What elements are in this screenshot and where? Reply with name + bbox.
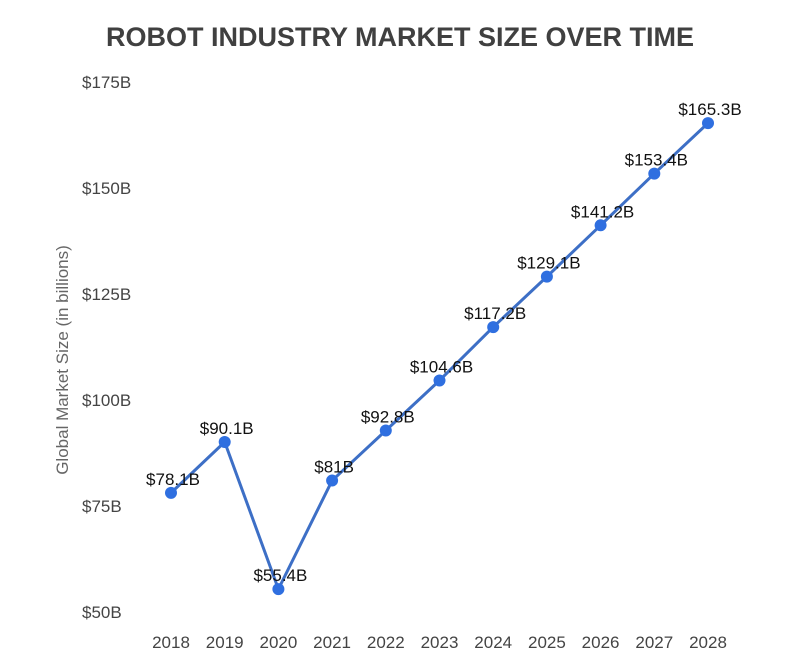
x-tick-label: 2019: [206, 633, 244, 652]
data-point: [379, 424, 392, 437]
data-label: $92.8B: [361, 408, 415, 427]
y-tick-label: $50B: [82, 603, 122, 622]
data-label: $81B: [314, 458, 354, 477]
data-label: $90.1B: [200, 419, 254, 438]
chart-title: ROBOT INDUSTRY MARKET SIZE OVER TIME: [106, 22, 694, 52]
x-tick-label: 2018: [152, 633, 190, 652]
y-tick-label: $75B: [82, 497, 122, 516]
data-label: $78.1B: [146, 470, 200, 489]
x-tick-label: 2028: [689, 633, 727, 652]
y-axis-label: Global Market Size (in billions): [53, 245, 72, 475]
x-tick-label: 2024: [474, 633, 512, 652]
data-point: [487, 321, 500, 334]
x-tick-label: 2025: [528, 633, 566, 652]
data-point: [594, 219, 607, 232]
x-tick-label: 2023: [421, 633, 459, 652]
data-point: [648, 167, 661, 180]
data-label: $153.4B: [625, 151, 688, 170]
data-point: [326, 474, 339, 487]
data-point: [540, 270, 553, 283]
data-label: $117.2B: [464, 304, 526, 323]
data-label: $141.2B: [571, 202, 634, 221]
y-tick-label: $125B: [82, 285, 131, 304]
x-tick-label: 2021: [313, 633, 351, 652]
x-tick-label: 2022: [367, 633, 405, 652]
x-tick-label: 2027: [635, 633, 673, 652]
y-tick-label: $100B: [82, 391, 131, 410]
y-tick-label: $150B: [82, 179, 131, 198]
data-label: $165.3B: [678, 100, 741, 119]
series-line: [169, 122, 710, 591]
x-tick-label: 2020: [259, 633, 297, 652]
data-label: $104.6B: [410, 357, 473, 376]
data-point: [433, 374, 446, 387]
data-point: [702, 117, 714, 130]
data-point: [165, 486, 177, 499]
data-point: [218, 435, 231, 448]
y-tick-label: $175B: [82, 73, 131, 92]
data-point: [272, 583, 285, 596]
x-tick-label: 2026: [582, 633, 620, 652]
data-label: $55.4B: [253, 566, 307, 585]
data-label: $129.1B: [517, 254, 580, 273]
